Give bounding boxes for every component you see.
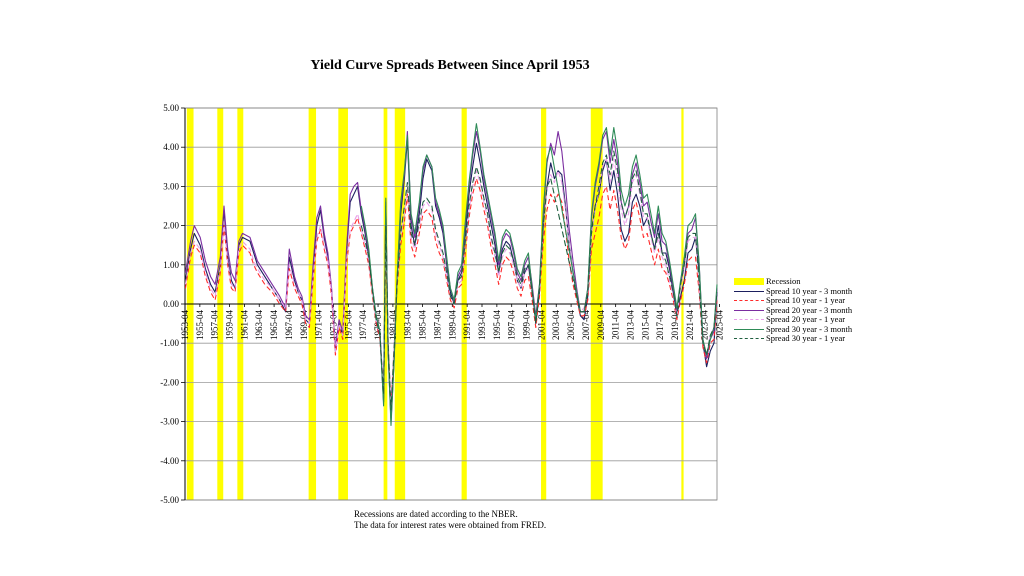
x-tick-label-2: 1957-04 xyxy=(210,310,220,340)
y-tick-label-5: 0.00 xyxy=(163,299,179,309)
y-tick-label-6: -1.00 xyxy=(160,338,179,348)
legend-swatch-3 xyxy=(734,316,764,323)
y-tick-label-2: 3.00 xyxy=(163,181,179,191)
x-tick-label-20: 1993-04 xyxy=(477,310,487,340)
x-tick-label-11: 1975-04 xyxy=(343,310,353,340)
series-line-4 xyxy=(360,123,718,427)
legend-item-1: Spread 10 year - 1 year xyxy=(734,295,852,306)
legend-label-0: Spread 10 year - 3 month xyxy=(766,285,853,296)
x-tick-label-29: 2011-04 xyxy=(611,310,621,340)
y-tick-labels: 5.00 4.00 3.00 2.00 1.00 0.00 -1.00 -2.00 -3.00 -… xyxy=(160,103,179,505)
legend-swatch-4 xyxy=(734,326,764,333)
legend-item-recession: Recession xyxy=(734,276,852,287)
series-lines xyxy=(184,123,718,427)
legend-swatch-2 xyxy=(734,307,764,314)
legend-swatch-0 xyxy=(734,288,764,295)
legend: Recession Spread 10 year - 3 month Spread… xyxy=(734,276,853,344)
y-tick-label-1: 4.00 xyxy=(163,142,179,152)
legend-item-5: Spread 30 year - 1 year xyxy=(734,333,852,344)
series-line-1 xyxy=(184,178,718,407)
y-tick-label-3: 2.00 xyxy=(163,221,179,231)
x-tick-label-3: 1959-04 xyxy=(225,310,235,340)
x-tick-label-9: 1971-04 xyxy=(314,310,324,340)
x-tick-label-24: 2001-04 xyxy=(536,310,546,340)
series-line-3 xyxy=(184,158,718,403)
legend-label-3: Spread 20 year - 1 year xyxy=(766,314,846,324)
x-tick-label-12: 1977-04 xyxy=(358,310,368,340)
chart-title: Yield Curve Spreads Between Since April … xyxy=(310,58,590,73)
legend-label-recession: Recession xyxy=(766,276,801,286)
x-tick-label-32: 2017-04 xyxy=(655,310,665,340)
x-tick-label-30: 2013-04 xyxy=(625,310,635,340)
x-tick-label-27: 2007-04 xyxy=(581,310,591,340)
legend-swatch-5 xyxy=(734,335,764,342)
y-tick-label-9: -4.00 xyxy=(160,456,179,466)
y-tick-label-4: 1.00 xyxy=(163,260,179,270)
x-tick-label-26: 2005-04 xyxy=(566,310,576,340)
legend-swatch-1 xyxy=(734,297,764,304)
x-tick-label-6: 1965-04 xyxy=(269,310,279,340)
x-tick-label-25: 2003-04 xyxy=(551,310,561,340)
x-tick-label-18: 1989-04 xyxy=(447,310,457,340)
x-tick-label-21: 1995-04 xyxy=(492,310,502,340)
x-tick-label-22: 1997-04 xyxy=(507,310,517,340)
legend-label-1: Spread 10 year - 1 year xyxy=(766,295,846,305)
legend-label-4: Spread 30 year - 3 month xyxy=(766,323,853,334)
x-tick-label-4: 1961-04 xyxy=(239,310,249,340)
x-tick-label-7: 1967-04 xyxy=(284,310,294,340)
x-tick-label-8: 1969-04 xyxy=(299,310,309,340)
x-tick-label-35: 2023-04 xyxy=(700,310,710,340)
x-tick-label-17: 1987-04 xyxy=(432,310,442,340)
x-tick-label-14: 1981-04 xyxy=(388,310,398,340)
note-fred: The data for interest rates were obtaine… xyxy=(354,520,547,530)
legend-label-5: Spread 30 year - 1 year xyxy=(766,333,846,343)
x-tick-label-19: 1991-04 xyxy=(462,310,472,340)
legend-item-4: Spread 30 year - 3 month xyxy=(734,323,853,335)
legend-item-3: Spread 20 year - 1 year xyxy=(734,314,852,325)
x-tick-label-16: 1985-04 xyxy=(418,310,428,340)
y-tick-label-8: -3.00 xyxy=(160,417,179,427)
x-tick-label-0: 1953-04 xyxy=(180,310,190,340)
x-tick-label-34: 2021-04 xyxy=(685,310,695,340)
x-tick-label-28: 2009-04 xyxy=(596,310,606,340)
x-tick-label-5: 1963-04 xyxy=(254,310,264,340)
x-tick-label-36: 2025-04 xyxy=(715,310,725,340)
y-tick-label-10: -5.00 xyxy=(160,495,179,505)
legend-label-2: Spread 20 year - 3 month xyxy=(766,304,853,315)
series-line-5 xyxy=(360,150,718,411)
note-nber: Recessions are dated according to the NB… xyxy=(354,509,518,519)
y-tick-label-7: -2.00 xyxy=(160,377,179,387)
chart-notes: Recessions are dated according to the NB… xyxy=(354,509,546,531)
x-tick-labels: 1953-04 1955-04 1957-04 1959-04 1961-04 1963-… xyxy=(180,304,725,340)
x-tick-label-31: 2015-04 xyxy=(640,310,650,340)
x-tick-label-15: 1983-04 xyxy=(403,310,413,340)
legend-item-2: Spread 20 year - 3 month xyxy=(734,304,853,316)
x-tick-label-1: 1955-04 xyxy=(195,310,205,340)
legend-swatch-recession xyxy=(734,278,764,286)
x-tick-label-23: 1999-04 xyxy=(522,310,532,340)
y-tick-label-0: 5.00 xyxy=(163,103,179,113)
legend-item-0: Spread 10 year - 3 month xyxy=(734,285,853,297)
x-tick-label-33: 2019-04 xyxy=(670,310,680,340)
